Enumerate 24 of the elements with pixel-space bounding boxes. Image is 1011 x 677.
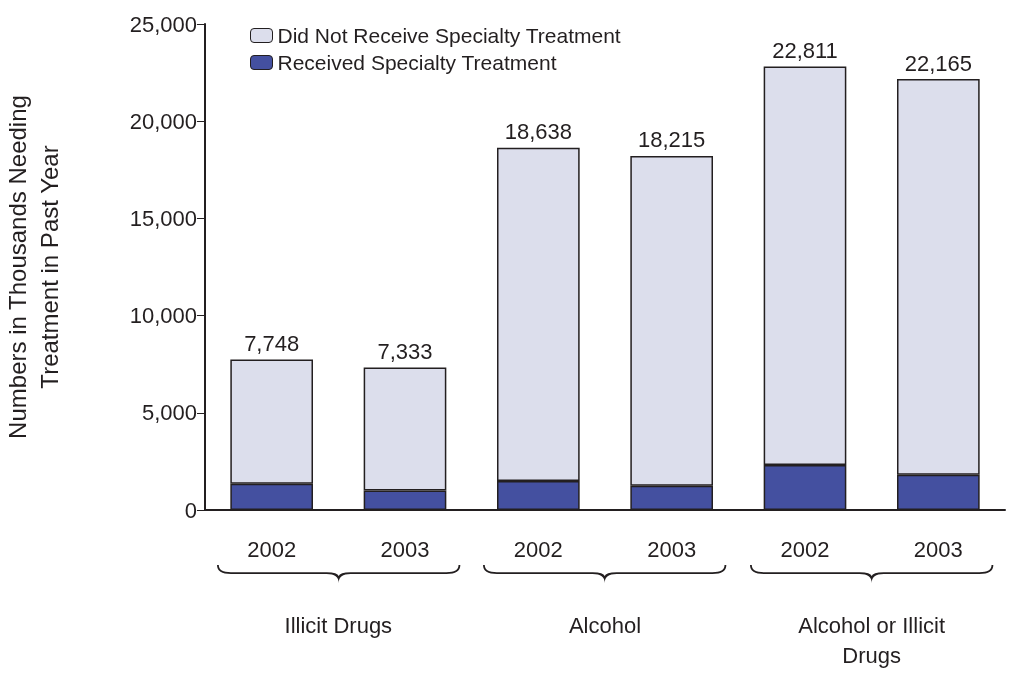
total-label: 7,748 [244,330,300,356]
total-label: 22,811 [772,38,838,64]
y-tick-label: 10,000 [129,303,197,329]
x-tick-label: 2002 [247,536,297,562]
y-tick-label: 5,000 [141,400,197,426]
y-axis-title: Numbers in Thousands Needing Treatment in Past Year [3,95,63,439]
x-tick-label: 2002 [513,536,563,562]
text: Illicit Drugs [284,612,393,638]
total-label: 22,165 [904,50,972,76]
x-tick-label: 2003 [380,536,430,562]
y-tick-label: 20,000 [129,108,197,134]
x-tick-label: 2003 [647,536,697,562]
total-label: 18,638 [504,119,572,145]
legend-label: Received Specialty Treatment [277,51,557,74]
x-tick-label: 2003 [913,536,963,562]
x-tick-label: 2002 [780,536,830,562]
total-label: 7,333 [377,338,433,364]
total-label: 18,215 [638,127,706,153]
y-tick-label: 25,000 [129,11,197,37]
legend-label: Did Not Receive Specialty Treatment [277,24,621,47]
y-tick-label: 0 [184,497,197,523]
text: Alcohol [568,612,642,638]
y-tick-label: 15,000 [129,205,197,231]
text: Alcohol or Illicit Drugs [798,612,946,668]
